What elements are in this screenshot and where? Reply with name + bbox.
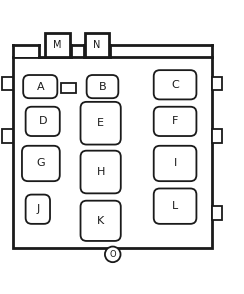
FancyBboxPatch shape [22, 146, 60, 181]
Text: G: G [37, 158, 45, 168]
Bar [2, 129, 13, 143]
FancyBboxPatch shape [26, 195, 50, 224]
FancyBboxPatch shape [154, 107, 196, 136]
Bar [212, 77, 222, 90]
FancyBboxPatch shape [154, 146, 196, 181]
Text: H: H [96, 167, 105, 177]
Text: K: K [97, 216, 104, 226]
Text: A: A [36, 82, 44, 92]
FancyBboxPatch shape [26, 107, 60, 136]
FancyBboxPatch shape [154, 70, 196, 99]
Text: D: D [39, 116, 47, 126]
FancyBboxPatch shape [154, 188, 196, 224]
FancyBboxPatch shape [81, 151, 121, 193]
Bar [212, 206, 222, 220]
Text: B: B [99, 82, 106, 92]
Bar [2, 77, 13, 90]
FancyBboxPatch shape [23, 75, 57, 98]
Bar [212, 129, 222, 143]
Bar [85, 33, 109, 57]
Text: M: M [53, 40, 61, 50]
FancyBboxPatch shape [81, 201, 121, 241]
Text: F: F [172, 116, 178, 126]
Bar [13, 57, 212, 248]
Text: J: J [36, 204, 40, 214]
Text: L: L [172, 201, 178, 211]
FancyBboxPatch shape [81, 102, 121, 145]
Bar [13, 46, 66, 57]
Circle shape [105, 247, 121, 262]
FancyBboxPatch shape [87, 75, 118, 98]
Text: O: O [109, 250, 116, 259]
Text: E: E [97, 118, 104, 128]
Text: C: C [171, 80, 179, 90]
Text: I: I [173, 158, 177, 168]
Text: N: N [93, 40, 101, 50]
Bar [61, 83, 76, 93]
Bar [45, 33, 70, 57]
